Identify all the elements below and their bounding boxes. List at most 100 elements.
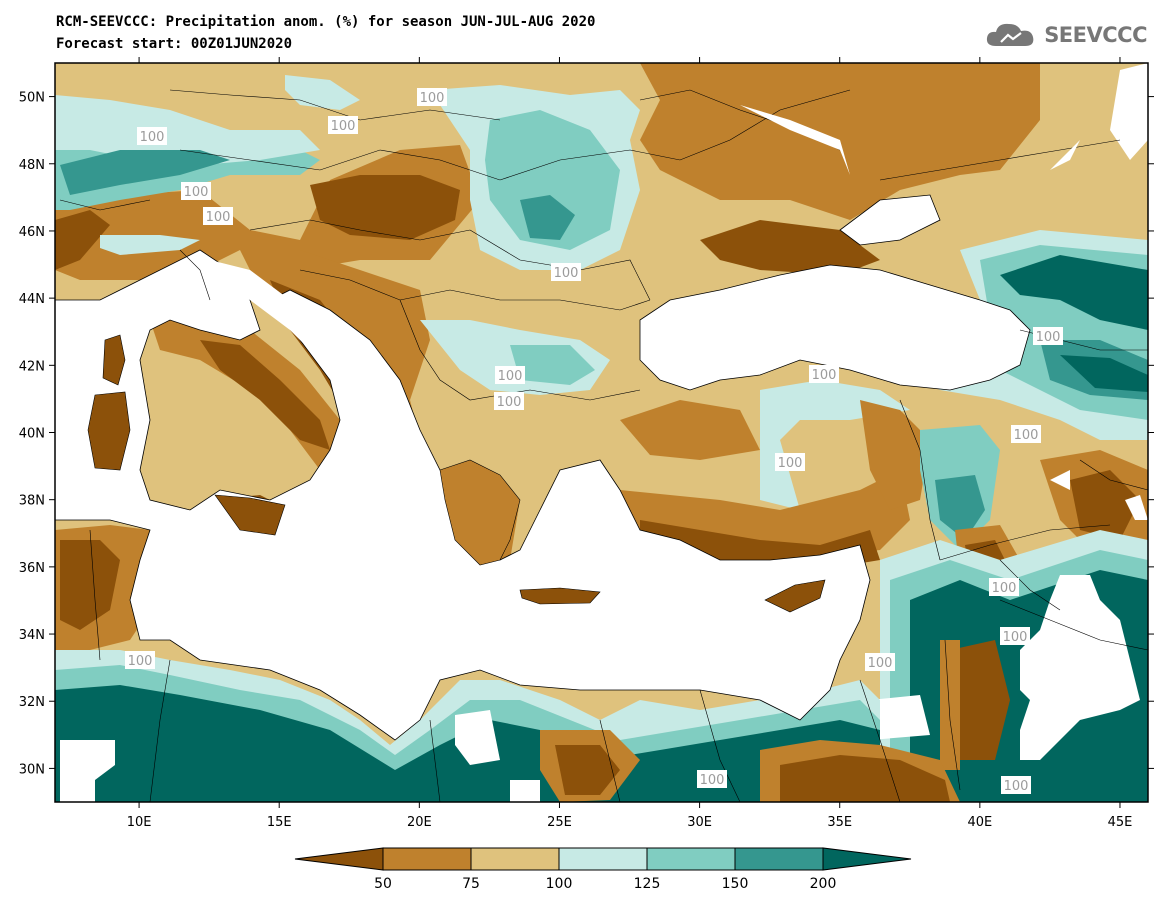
island-sicily (214, 494, 286, 536)
anomaly-area (555, 745, 620, 795)
colorbar-box (558, 847, 648, 871)
contour-label-text: 100 (700, 773, 725, 788)
contour-label-text: 100 (420, 91, 445, 106)
contour-label-bg (1011, 425, 1041, 443)
lat-tick-label: 42N (19, 359, 45, 374)
contour-label-bg (495, 366, 525, 384)
anomaly-area (945, 640, 1010, 760)
colorbar-box (382, 847, 472, 871)
no-data-area (510, 780, 540, 802)
no-data-area (740, 105, 850, 175)
contour-label: 100 (1001, 776, 1031, 794)
no-data-area (870, 695, 930, 740)
contour-label-text: 100 (992, 581, 1017, 596)
contour-label: 100 (697, 770, 727, 788)
contour-label-text: 100 (184, 185, 209, 200)
lat-tick-label: 32N (19, 695, 45, 710)
lat-tick-label: 50N (19, 91, 45, 106)
anomaly-area (1060, 355, 1148, 392)
anomaly-area (1070, 470, 1140, 540)
anomaly-area (55, 95, 320, 165)
contour-label-text: 100 (497, 395, 522, 410)
map-field (55, 63, 1148, 802)
contour-label: 100 (495, 366, 525, 384)
caspian-sea (1110, 63, 1148, 160)
contour-label: 100 (809, 365, 839, 383)
black-sea (639, 264, 1031, 391)
colorbar: 50 75 100 125 150 200 (294, 847, 912, 892)
contour-label-text: 100 (778, 456, 803, 471)
contour-label-bg (137, 127, 167, 145)
contour-label-bg (417, 88, 447, 106)
lon-tick-label: 45E (1108, 815, 1133, 830)
contour-label-text: 100 (128, 654, 153, 669)
contour-label-bg (328, 116, 358, 134)
no-data-area (60, 740, 115, 802)
colorbar-box (646, 847, 736, 871)
contour-label: 100 (1033, 327, 1063, 345)
contour-label-bg (125, 651, 155, 669)
contour-label-bg (551, 263, 581, 281)
contour-label: 100 (328, 116, 358, 134)
contour-label: 100 (1000, 627, 1030, 645)
lon-tick-label: 30E (687, 815, 712, 830)
lat-tick-label: 30N (19, 762, 45, 777)
colorbar-label: 200 (810, 876, 837, 892)
island-cyprus (764, 579, 826, 613)
contour-label-bg (494, 392, 524, 410)
contour-label-bg (181, 182, 211, 200)
contour-label-bg (1001, 776, 1031, 794)
greece (439, 459, 521, 566)
seevccc-logo: SEEVCCC (984, 20, 1147, 50)
contour-label-text: 100 (868, 656, 893, 671)
lat-tick-label: 48N (19, 158, 45, 173)
anomaly-area (200, 340, 330, 450)
colorbar-label: 100 (546, 876, 573, 892)
anomaly-area (860, 400, 930, 510)
contour-label: 100 (865, 653, 895, 671)
contour-label: 100 (1011, 425, 1041, 443)
contour-label: 100 (137, 127, 167, 145)
axis-ticks: 10E 15E 20E 25E 30E 35E 40E 45E 50N 48N 46N 44N 42N 4… (19, 57, 1154, 830)
contour-label-bg (1000, 627, 1030, 645)
contour-label-text: 100 (554, 266, 579, 281)
anomaly-area (520, 195, 575, 240)
contour-label-bg (697, 770, 727, 788)
contour-label-text: 100 (1003, 630, 1028, 645)
contour-label-text: 100 (140, 130, 165, 145)
azov-sea (839, 194, 941, 246)
contour-label-bg (775, 453, 805, 471)
anomaly-area (1000, 255, 1148, 330)
anomaly-area (100, 235, 200, 255)
anomaly-area (935, 475, 985, 540)
colorbar-triangle-low (294, 847, 384, 871)
colorbar-box (734, 847, 824, 871)
anomaly-area (60, 150, 230, 195)
anomaly-area (55, 210, 110, 270)
lat-tick-label: 36N (19, 561, 45, 576)
contour-label: 100 (494, 392, 524, 410)
island-corsica (102, 334, 126, 386)
lat-tick-label: 46N (19, 225, 45, 240)
anomaly-area (780, 755, 950, 802)
no-data-area (455, 710, 500, 765)
lon-tick-label: 25E (547, 815, 572, 830)
contour-label-text: 100 (812, 368, 837, 383)
cloud-icon (987, 23, 1034, 46)
contour-label-text: 100 (1036, 330, 1061, 345)
colorbar-label: 150 (722, 876, 749, 892)
lat-tick-label: 34N (19, 628, 45, 643)
lon-tick-label: 40E (967, 815, 992, 830)
anomaly-area (485, 110, 620, 250)
colorbar-label: 125 (634, 876, 661, 892)
island-crete (519, 587, 601, 605)
contour-label-text: 100 (1004, 779, 1029, 794)
adriatic-sea (210, 260, 420, 455)
lon-tick-label: 35E (827, 815, 852, 830)
contour-label-text: 100 (206, 210, 231, 225)
island-sardinia (87, 391, 131, 471)
anomaly-area (620, 400, 760, 460)
colorbar-label: 50 (374, 876, 392, 892)
logo-text: SEEVCCC (1044, 23, 1147, 47)
lon-tick-label: 15E (267, 815, 292, 830)
